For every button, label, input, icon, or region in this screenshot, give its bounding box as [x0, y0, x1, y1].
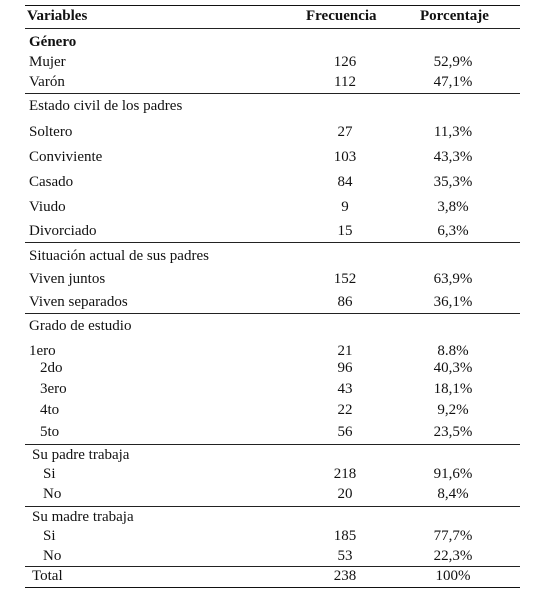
section-title-grado: Grado de estudio	[29, 318, 132, 334]
header-percent: Porcentaje	[420, 8, 489, 24]
row-label: Casado	[29, 174, 74, 190]
table-top-rule	[25, 5, 520, 6]
row-frequency: 43	[337, 381, 353, 397]
row-label: No	[43, 486, 62, 502]
row-frequency: 185	[333, 528, 357, 544]
row-percent: 63,9%	[433, 271, 473, 287]
row-percent: 23,5%	[433, 424, 473, 440]
header-variables: Variables	[27, 8, 88, 24]
section-title-situacion: Situación actual de sus padres	[29, 248, 209, 264]
row-percent: 9,2%	[437, 402, 469, 418]
row-percent: 18,1%	[433, 381, 473, 397]
row-frequency: 84	[337, 174, 353, 190]
row-label: Mujer	[29, 54, 66, 70]
row-frequency: 218	[333, 466, 357, 482]
row-label: Conviviente	[29, 149, 103, 165]
row-label: 1ero	[29, 343, 56, 359]
row-label: Divorciado	[29, 223, 97, 239]
row-label: Viven juntos	[29, 271, 106, 287]
section-rule	[25, 313, 520, 314]
section-title-madre: Su madre trabaja	[32, 509, 134, 525]
row-percent: 3,8%	[437, 199, 469, 215]
row-label: 3ero	[40, 381, 67, 397]
row-label: 5to	[40, 424, 60, 440]
total-percent: 100%	[435, 568, 471, 584]
total-frequency: 238	[333, 568, 357, 584]
row-frequency: 103	[333, 149, 357, 165]
row-percent: 22,3%	[433, 548, 473, 564]
row-label: 2do	[40, 360, 63, 376]
row-percent: 43,3%	[433, 149, 473, 165]
row-frequency: 27	[337, 124, 353, 140]
header-rule	[25, 28, 520, 29]
row-percent: 36,1%	[433, 294, 473, 310]
row-frequency: 112	[334, 74, 356, 90]
row-percent: 8.8%	[437, 343, 469, 359]
section-rule	[25, 242, 520, 243]
row-frequency: 20	[337, 486, 353, 502]
row-frequency: 152	[333, 271, 357, 287]
section-title-estado-civil: Estado civil de los padres	[29, 98, 183, 114]
section-rule	[25, 506, 520, 507]
row-percent: 35,3%	[433, 174, 473, 190]
total-label: Total	[32, 568, 63, 584]
row-percent: 77,7%	[433, 528, 473, 544]
row-label: Varón	[29, 74, 65, 90]
row-frequency: 22	[337, 402, 353, 418]
row-label: Viudo	[29, 199, 66, 215]
row-frequency: 126	[333, 54, 357, 70]
row-percent: 11,3%	[433, 124, 473, 140]
row-label: No	[43, 548, 62, 564]
row-frequency: 96	[337, 360, 353, 376]
row-frequency: 86	[337, 294, 353, 310]
row-percent: 40,3%	[433, 360, 473, 376]
row-frequency: 21	[337, 343, 353, 359]
row-label: Viven separados	[29, 294, 128, 310]
section-rule	[25, 566, 520, 567]
row-percent: 6,3%	[437, 223, 469, 239]
row-label: Si	[43, 528, 56, 544]
section-title-genero: Género	[29, 34, 77, 50]
table-bottom-rule	[25, 587, 520, 588]
row-label: Soltero	[29, 124, 73, 140]
row-percent: 8,4%	[437, 486, 469, 502]
row-label: 4to	[40, 402, 60, 418]
section-title-padre: Su padre trabaja	[32, 447, 130, 463]
row-percent: 91,6%	[433, 466, 473, 482]
row-frequency: 15	[337, 223, 353, 239]
row-frequency: 9	[341, 199, 349, 215]
row-frequency: 53	[337, 548, 353, 564]
row-frequency: 56	[337, 424, 353, 440]
header-frequency: Frecuencia	[306, 8, 377, 24]
section-rule	[25, 93, 520, 94]
row-percent: 52,9%	[433, 54, 473, 70]
row-label: Si	[43, 466, 56, 482]
section-rule	[25, 444, 520, 445]
row-percent: 47,1%	[433, 74, 473, 90]
